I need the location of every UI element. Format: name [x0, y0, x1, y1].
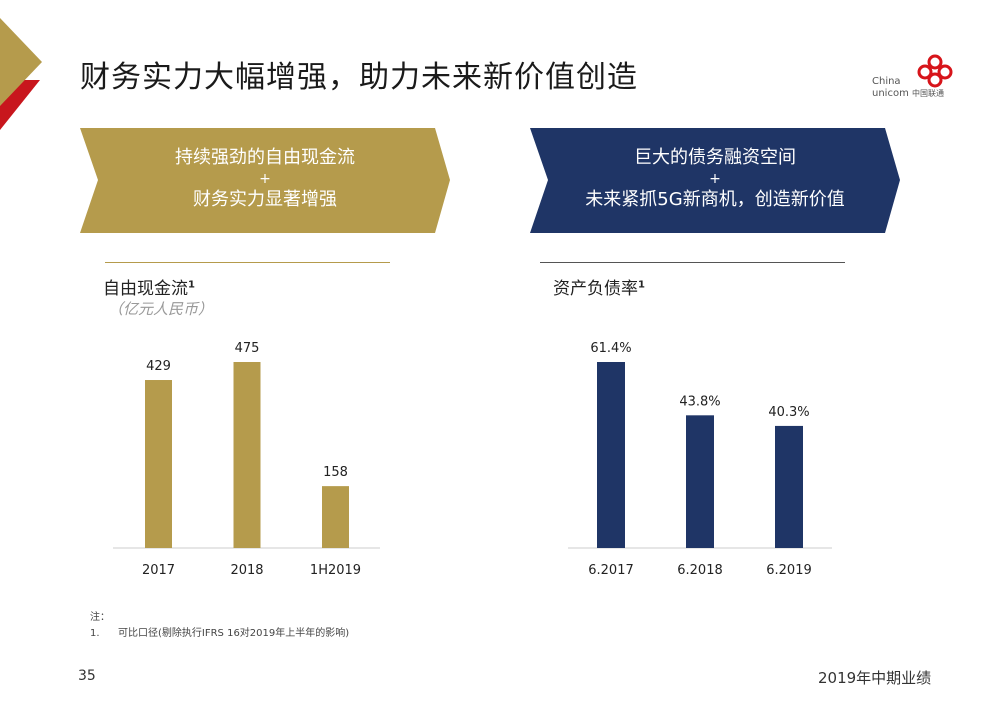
x-tick-label: 6.2018	[677, 563, 723, 578]
footnote-marker: 1	[188, 279, 195, 291]
bar-6.2019	[775, 425, 803, 548]
svg-text:unicom: unicom	[872, 88, 909, 99]
x-tick-label: 2017	[142, 563, 175, 578]
footer-title: 2019年中期业绩	[818, 669, 932, 687]
bar-1H2019	[322, 486, 349, 548]
banner-line2: 财务实力显著增强	[193, 189, 337, 210]
data-label: 40.3%	[768, 405, 809, 420]
chart-divider-right	[540, 262, 845, 263]
notes-heading: 注：	[90, 612, 110, 623]
footnotes: 注： 1. 可比口径(剔除执行IFRS 16对2019年上半年的影响)	[90, 610, 349, 642]
china-unicom-logo: China unicom 中国联通	[870, 50, 960, 100]
x-tick-label: 1H2019	[310, 563, 361, 578]
page-title: 财务实力大幅增强，助力未来新价值创造	[80, 60, 638, 95]
banners	[80, 128, 900, 233]
x-tick-label: 6.2017	[588, 563, 634, 578]
svg-text:China: China	[872, 76, 901, 87]
chart-title-text: 自由现金流	[103, 279, 188, 299]
note-item: 1. 可比口径(剔除执行IFRS 16对2019年上半年的影响)	[90, 626, 349, 642]
chart-title-text: 资产负债率	[553, 279, 638, 299]
banner-text-left: 持续强劲的自由现金流 + 财务实力显著增强	[100, 146, 430, 212]
corner-decoration	[0, 18, 42, 130]
banner-plus: +	[259, 171, 271, 187]
bar-2017	[145, 380, 172, 548]
data-label: 475	[235, 341, 260, 356]
x-tick-label: 6.2019	[766, 563, 812, 578]
chart-title-debt-ratio: 资产负债率1	[553, 274, 645, 299]
bar-charts: 429 2017 475 2018 158 1H2019 61.4% 6.2017 43.8% 6…	[113, 341, 832, 578]
banner-line1: 持续强劲的自由现金流	[175, 147, 355, 168]
chart-title-free-cash-flow: 自由现金流1	[103, 274, 195, 299]
x-tick-label: 2018	[230, 563, 263, 578]
banner-plus: +	[709, 171, 721, 187]
svg-text:中国联通: 中国联通	[912, 88, 944, 98]
banner-line2: 未来紧抓5G新商机，创造新价值	[585, 189, 845, 210]
note-number: 1.	[90, 628, 100, 639]
logo-knot-icon: China unicom 中国联通	[872, 54, 953, 99]
data-label: 61.4%	[590, 341, 631, 356]
chart-divider-left	[105, 262, 390, 263]
note-text: 可比口径(剔除执行IFRS 16对2019年上半年的影响)	[118, 628, 350, 639]
corner-gold-arrow	[0, 18, 42, 106]
banner-debt-financing	[530, 128, 900, 233]
bar-2018	[233, 362, 261, 548]
chart-unit: （亿元人民币）	[108, 300, 214, 318]
data-label: 158	[323, 465, 348, 480]
page-number: 35	[78, 668, 96, 684]
banner-line1: 巨大的债务融资空间	[634, 147, 796, 168]
data-label: 43.8%	[679, 394, 720, 409]
footnote-marker: 1	[638, 279, 645, 291]
bar-6.2017	[597, 362, 625, 548]
banner-text-right: 巨大的债务融资空间 + 未来紧抓5G新商机，创造新价值	[550, 146, 880, 212]
bar-6.2018	[686, 415, 714, 548]
data-label: 429	[146, 359, 171, 374]
banner-free-cash-flow	[80, 128, 450, 233]
